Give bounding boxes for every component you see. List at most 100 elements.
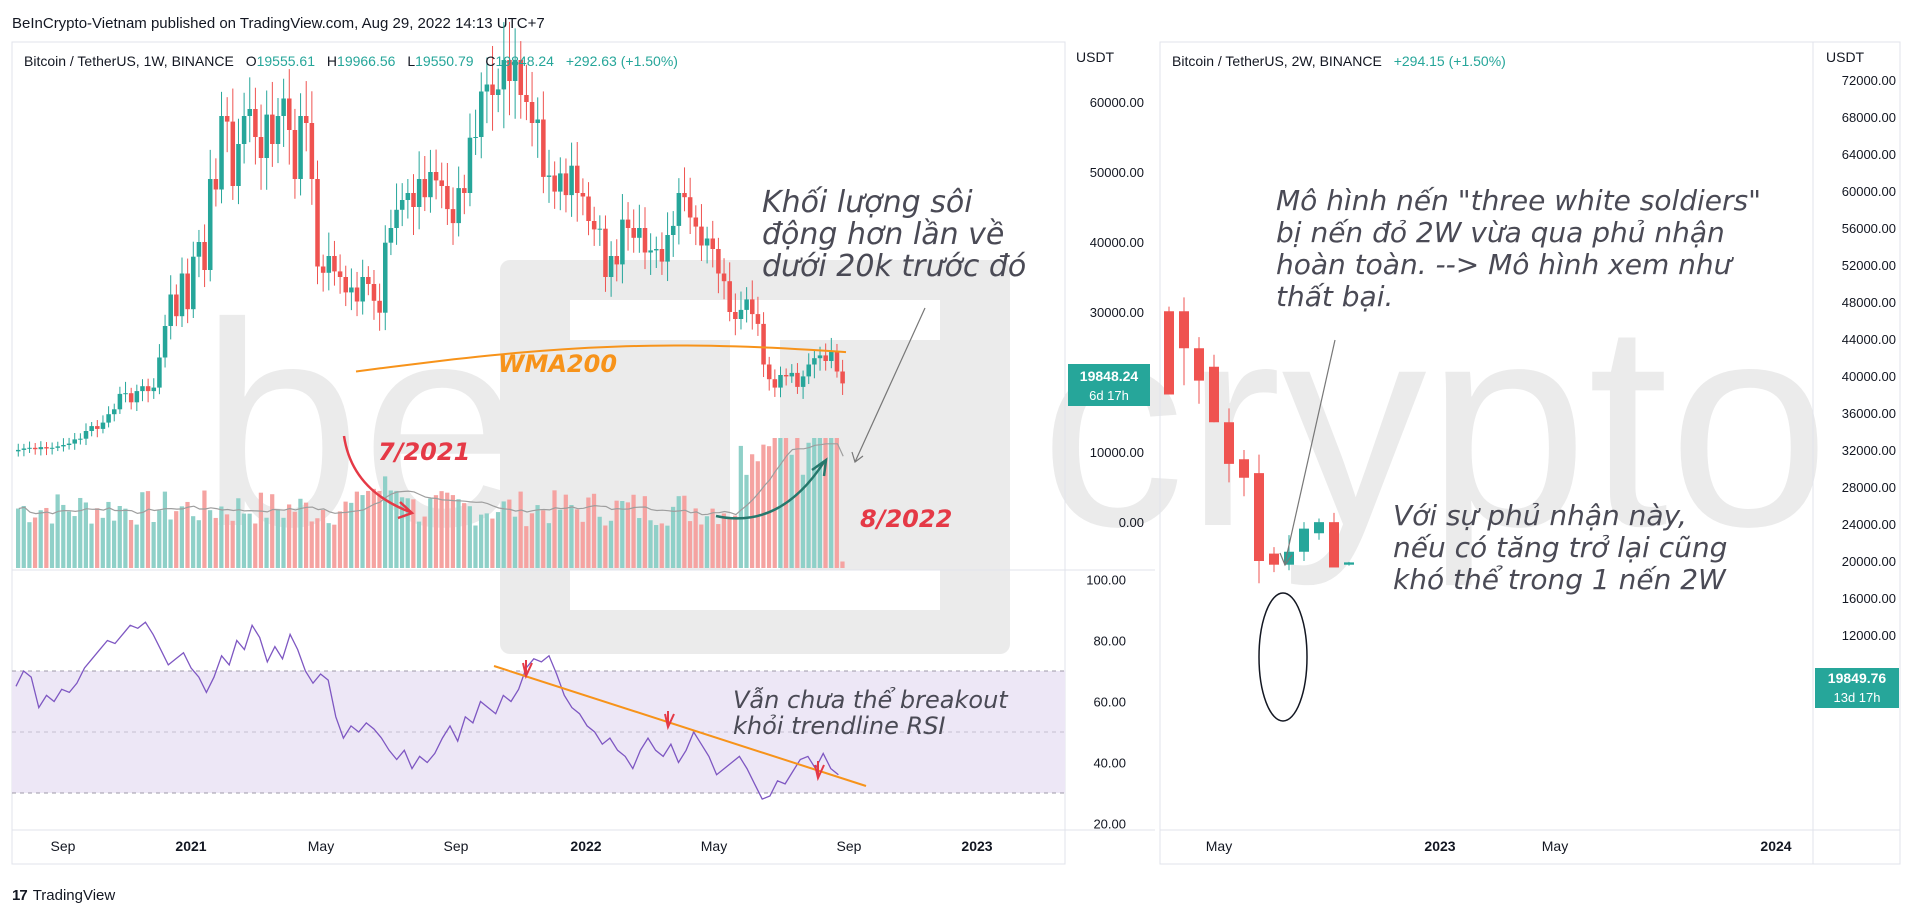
left-price-tick: 60000.00 — [1090, 95, 1144, 110]
candle-body — [100, 422, 106, 429]
candle-body — [332, 256, 337, 272]
candle-body — [416, 179, 422, 207]
candle-body — [806, 364, 811, 377]
volume-bar — [800, 474, 806, 568]
volume-bar — [140, 492, 145, 568]
candle-body — [473, 137, 478, 138]
candle-body — [750, 299, 755, 315]
right-price-tick: 16000.00 — [1842, 591, 1896, 606]
volume-bar — [349, 502, 354, 568]
candle-body — [168, 294, 173, 326]
candle-body — [315, 179, 320, 267]
candle-body — [495, 89, 501, 95]
candle-body — [614, 256, 620, 265]
candle-body — [761, 323, 766, 365]
volume-bar — [563, 494, 568, 568]
candle-body — [580, 193, 586, 197]
volume-bar — [128, 519, 134, 568]
volume-bar — [247, 513, 252, 568]
volume-bar — [710, 508, 715, 568]
candle-body — [399, 200, 405, 210]
right-candle-body — [1239, 459, 1249, 478]
candle-body — [665, 235, 670, 262]
volume-bar — [49, 523, 55, 568]
candle-body — [524, 95, 529, 102]
candle-body — [78, 438, 83, 440]
pattern-note-line1: Mô hình nến "three white soldiers" — [1276, 184, 1761, 217]
volume-bar — [541, 510, 546, 568]
right-candle-body — [1194, 348, 1204, 381]
candle-body — [766, 364, 772, 380]
candle-body — [383, 242, 388, 313]
volume-bar — [428, 498, 433, 568]
volume-bar — [806, 442, 811, 568]
candle-body — [236, 144, 241, 186]
candle-body — [620, 219, 625, 265]
candle-body — [518, 60, 524, 95]
right-time-tick: May — [1206, 838, 1232, 854]
right-price-tick: 60000.00 — [1842, 184, 1896, 199]
candle-body — [134, 391, 140, 403]
pattern-ellipse — [1258, 592, 1308, 722]
volume-bar — [625, 502, 631, 568]
candle-body — [552, 175, 557, 192]
left-price-tag: 19848.24 6d 17h — [1068, 364, 1150, 406]
volume-bar — [332, 524, 337, 568]
candle-body — [603, 228, 608, 277]
volume-bar — [462, 503, 467, 568]
candle-body — [462, 188, 467, 193]
volume-bar — [411, 499, 416, 568]
candle-body — [795, 372, 800, 387]
candle-body — [535, 119, 540, 123]
right-time-axis: May 2023 May 2024 — [1206, 838, 1792, 854]
volume-bar — [687, 521, 693, 568]
volume-ma-line — [18, 443, 844, 516]
volume-bar — [591, 493, 597, 568]
volume-bar — [529, 513, 535, 568]
candle-body — [693, 217, 699, 227]
volume-bar — [580, 521, 585, 568]
right-currency: USDT — [1826, 49, 1865, 65]
candle-body — [157, 357, 162, 388]
candle-body — [699, 226, 704, 246]
volume-bar — [439, 491, 444, 568]
candle-body — [755, 314, 761, 324]
candle-body — [61, 445, 66, 447]
candle-body — [716, 249, 721, 274]
right-price-tick: 52000.00 — [1842, 258, 1896, 273]
candle-body — [145, 386, 151, 392]
candle-body — [823, 355, 828, 361]
right-price-tick: 32000.00 — [1842, 443, 1896, 458]
candle-body — [224, 116, 230, 122]
volume-bar — [83, 502, 88, 568]
candle-body — [597, 228, 603, 230]
publisher-line: BeInCrypto-Vietnam published on TradingV… — [12, 15, 545, 32]
right-price-tick: 48000.00 — [1842, 295, 1896, 310]
left-rsi-tick: 100.00 — [1086, 573, 1126, 588]
right-price-axis: 72000.00 68000.00 64000.00 60000.00 56000.00… — [1842, 73, 1896, 680]
volume-bar — [287, 504, 292, 568]
candle-body — [433, 172, 439, 181]
volume-bar — [744, 474, 749, 568]
candle-body — [213, 179, 219, 190]
candle-body — [106, 414, 111, 423]
candle-body — [721, 273, 727, 282]
volume-bar — [315, 518, 320, 568]
candle-body — [151, 387, 157, 392]
volume-bar — [185, 501, 190, 568]
volume-bar — [552, 490, 557, 568]
volume-bar — [648, 520, 653, 568]
pane-frames — [11, 41, 1901, 865]
candle-body — [738, 309, 744, 319]
volume-bar — [654, 525, 659, 568]
right-price-tick: 24000.00 — [1842, 517, 1896, 532]
candle-body — [501, 60, 507, 90]
volume-bar — [303, 502, 309, 568]
candle-body — [574, 165, 580, 193]
volume-bar — [224, 514, 230, 568]
volume-bar — [270, 494, 275, 568]
candle-body — [230, 121, 236, 186]
denial-note-line3: khó thể trong 1 nến 2W — [1393, 563, 1727, 596]
volume-bar — [721, 513, 727, 568]
volume-bar — [586, 497, 591, 568]
